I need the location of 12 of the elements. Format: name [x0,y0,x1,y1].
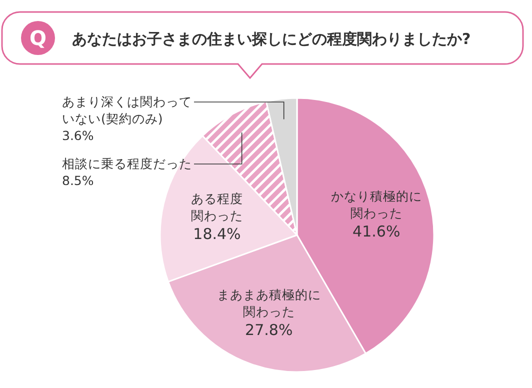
data-label: 18.4% [193,225,241,244]
slice-label: あまり深くは関わっていない(契約のみ) [62,94,192,126]
data-label: 41.6% [352,222,400,241]
chart-title: あなたはお子さまの住まい探しにどの程度関わりましたか? [72,30,471,48]
slice-label: まあまあ積極的に関わった [216,287,321,320]
slice-label: 相談に乗る程度だった [62,156,192,171]
data-label: 3.6% [62,128,94,143]
data-label: 27.8% [245,321,293,340]
slice-label: かなり積極的に関わった [330,188,422,221]
slice-label: ある程度関わった [190,191,243,224]
q-icon: Q [21,21,55,55]
data-label: 8.5% [62,173,94,188]
